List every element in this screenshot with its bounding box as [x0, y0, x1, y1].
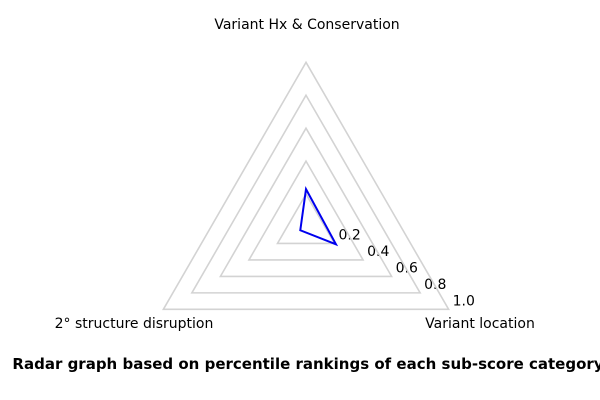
figure-caption: Radar graph based on percentile rankings… — [12, 355, 600, 373]
grid-triangle-1.0 — [161, 60, 451, 311]
grid-triangle-0.2 — [276, 192, 336, 245]
grid-triangle-0.6 — [219, 126, 393, 278]
grid-triangle-0.8 — [190, 93, 422, 294]
data-polygon — [299, 185, 339, 247]
axis-label-variant-location: Variant location — [425, 316, 535, 332]
grid-triangle-0.4 — [247, 159, 365, 261]
tick-label-1.0: 1.0 — [453, 293, 475, 309]
axis-label-secondary-structure-disruption: 2° structure disruption — [54, 316, 214, 332]
axis-label-variant-hx-conservation: Variant Hx & Conservation — [214, 17, 400, 33]
